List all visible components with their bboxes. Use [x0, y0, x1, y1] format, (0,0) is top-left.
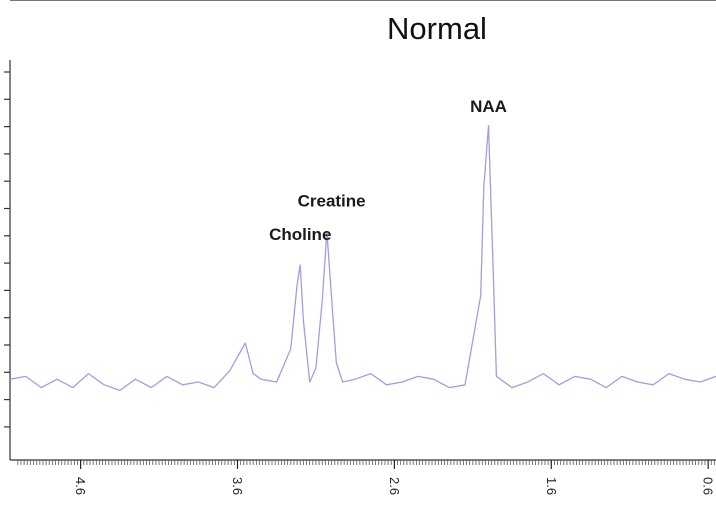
chart-title: Normal	[387, 11, 487, 46]
series-group	[9, 125, 716, 392]
annotation-group: Choline Creatine NAA	[269, 97, 507, 244]
spectrum-line	[9, 125, 716, 392]
peak-label: Choline	[269, 225, 331, 244]
peak-label: Creatine	[298, 192, 366, 211]
x-tick-label: 1.6	[544, 477, 559, 495]
x-tick-label: 2.6	[387, 477, 402, 495]
x-tick-label: 4.6	[73, 477, 88, 495]
y-axis	[4, 60, 11, 460]
x-tick-label: 0.6	[701, 477, 716, 495]
x-tick-label: 3.6	[230, 477, 245, 495]
x-axis: 4.6 3.6 2.6 1.6 0.6	[10, 459, 716, 495]
peak-label: NAA	[470, 97, 507, 116]
